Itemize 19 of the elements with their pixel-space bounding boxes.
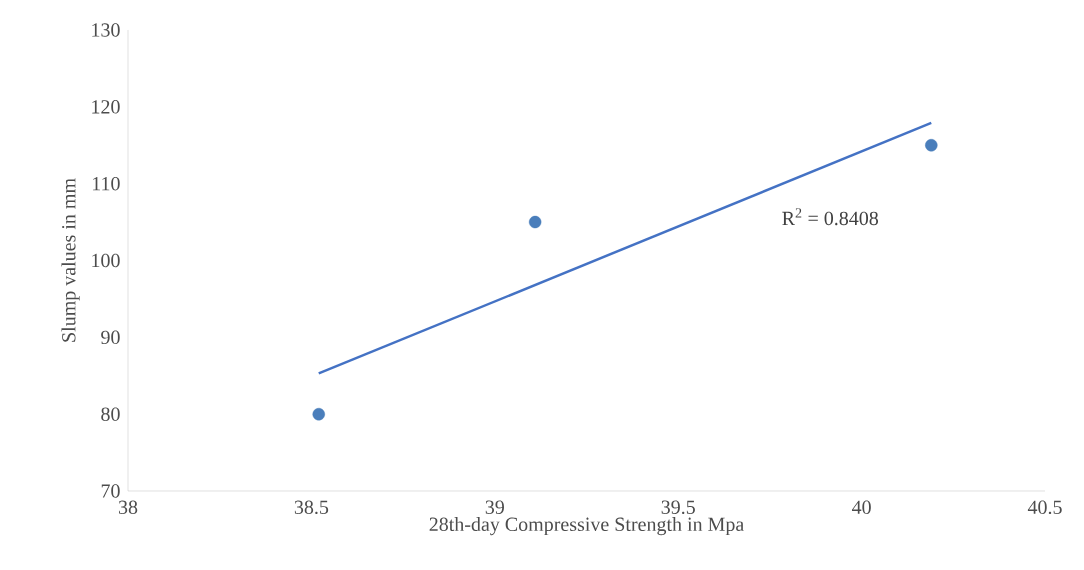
y-tick-label: 80 [101, 407, 120, 421]
y-tick-label: 130 [92, 23, 120, 37]
y-tick-label: 90 [101, 330, 120, 345]
x-tick-label: 38.5 [294, 500, 329, 515]
point [528, 215, 542, 229]
point [925, 139, 938, 152]
y-axis-title: Slump values in mm [61, 178, 80, 342]
y-tick-label: 100 [92, 253, 120, 268]
annotation: R$^{2}$ = 0.8408 [782, 208, 879, 226]
y-tick-label: 70 [101, 484, 120, 498]
y-tick-label: 120 [92, 100, 120, 114]
y-tick-label: 110 [92, 176, 120, 191]
x-tick-label: 40 [851, 500, 871, 515]
x-tick-label: 39 [485, 500, 504, 514]
point [312, 407, 325, 421]
x-tick-label: 39.5 [661, 500, 695, 515]
x-tick-label: 38 [118, 500, 138, 515]
x-axis-title: 28th-day Compressive Strength in Mpa [429, 516, 744, 536]
x-tick-label: 40.5 [1027, 500, 1062, 515]
